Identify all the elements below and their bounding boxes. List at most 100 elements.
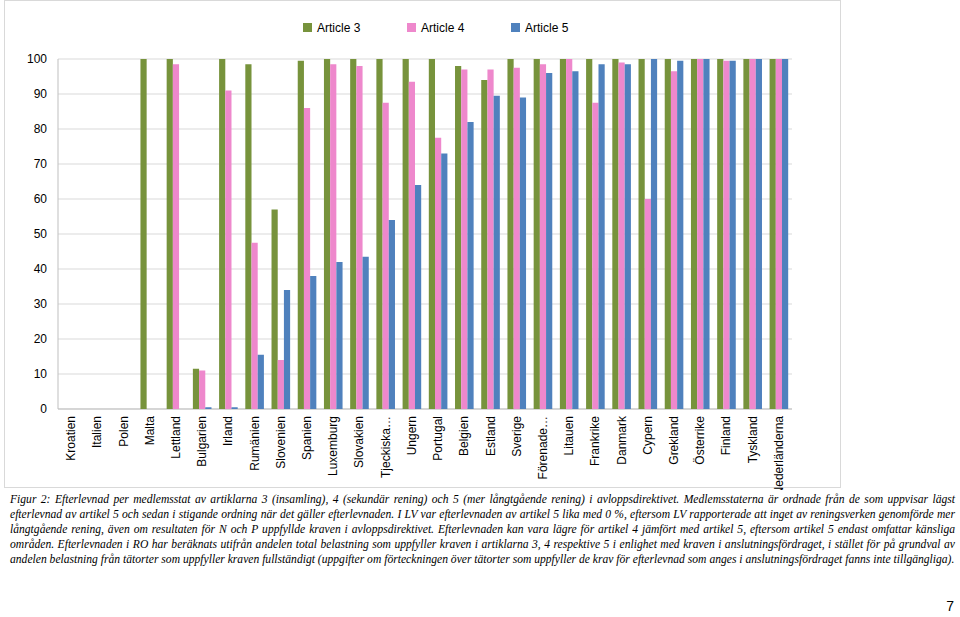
bar [376, 59, 382, 409]
x-tick-label: Österrike [693, 416, 707, 465]
x-tick-label: Förenade… [536, 416, 550, 479]
bar [245, 64, 251, 409]
bar [572, 71, 578, 409]
legend-label: Article 5 [525, 21, 569, 35]
bar [363, 257, 369, 409]
bar [167, 59, 173, 409]
legend-swatch [303, 23, 312, 32]
bar [94, 409, 100, 410]
bar [677, 61, 683, 409]
bar [153, 409, 159, 410]
x-tick-label: Italien [90, 416, 104, 448]
bar [336, 262, 342, 409]
x-tick-label: Belgien [457, 416, 471, 456]
bar [310, 276, 316, 409]
y-tick-label: 50 [34, 227, 48, 241]
x-tick-label: Slovakien [352, 416, 366, 468]
bar [481, 80, 487, 409]
y-tick-label: 10 [34, 367, 48, 381]
page-number: 7 [946, 598, 954, 614]
y-tick-label: 80 [34, 122, 48, 136]
bar [415, 185, 421, 409]
bar [540, 64, 546, 409]
chart: 0102030405060708090100KroatienItalienPol… [0, 0, 960, 490]
bar [205, 407, 211, 409]
bar [403, 59, 409, 409]
bar [743, 59, 749, 409]
bar [304, 108, 310, 409]
x-tick-label: Tyskland [746, 416, 760, 463]
x-tick-label: Polen [117, 416, 131, 447]
bar [467, 122, 473, 409]
bar [520, 98, 526, 410]
bar [730, 61, 736, 409]
bar [703, 59, 709, 409]
x-tick-label: Luxemburg [326, 416, 340, 476]
x-tick-label: Slovenien [274, 416, 288, 469]
bar [199, 371, 205, 410]
bar [231, 407, 237, 409]
bar [330, 64, 336, 409]
bar [219, 59, 225, 409]
bar [651, 59, 657, 409]
bar [770, 59, 776, 409]
bar [560, 59, 566, 409]
legend-label: Article 4 [421, 21, 465, 35]
bar [566, 59, 572, 409]
bar [514, 68, 520, 409]
x-tick-label: Grekland [667, 416, 681, 465]
bar [298, 61, 304, 409]
bar [723, 61, 729, 409]
bar [534, 59, 540, 409]
y-tick-label: 30 [34, 297, 48, 311]
bar [324, 59, 330, 409]
bar [507, 59, 513, 409]
bar [782, 59, 788, 409]
x-tick-label: Malta [143, 416, 157, 446]
bar [88, 409, 94, 410]
bar [389, 220, 395, 409]
x-tick-label: Bulgarien [195, 416, 209, 467]
bar [717, 59, 723, 409]
bar [691, 59, 697, 409]
legend-label: Article 3 [317, 21, 361, 35]
bar [225, 91, 231, 410]
bar [619, 63, 625, 410]
x-tick-label: Irland [221, 416, 235, 446]
x-tick-label: Frankrike [588, 416, 602, 466]
bar [258, 355, 264, 409]
bar [272, 210, 278, 410]
bars [140, 59, 788, 409]
x-tick-label: Finland [719, 416, 733, 455]
bar [193, 369, 199, 409]
y-tick-label: 90 [34, 87, 48, 101]
y-tick-label: 100 [27, 52, 47, 66]
bar [252, 243, 258, 409]
x-tick-label: Litauen [562, 416, 576, 455]
x-tick-label: Lettland [169, 416, 183, 459]
bar [487, 70, 493, 410]
bar [645, 199, 651, 409]
bar [639, 59, 645, 409]
bar [409, 82, 415, 409]
bar [625, 64, 631, 409]
bar [756, 59, 762, 409]
y-tick-label: 60 [34, 192, 48, 206]
x-tick-label: Sverige [510, 416, 524, 457]
x-tick-label: Cypern [641, 416, 655, 455]
y-tick-label: 20 [34, 332, 48, 346]
bar [114, 409, 120, 410]
x-tick-label: Danmark [615, 415, 629, 465]
x-tick-label: Spanien [300, 416, 314, 460]
x-tick-label: Ungern [405, 416, 419, 455]
y-axis [58, 59, 59, 409]
bar [68, 409, 74, 410]
bar [173, 64, 179, 409]
bar [612, 59, 618, 409]
bar [455, 66, 461, 409]
caption: Figur 2: Efterlevnad per medlemsstat av … [10, 492, 955, 567]
bar [140, 59, 146, 409]
bar [665, 59, 671, 409]
bar [429, 59, 435, 409]
x-tick-label: Portugal [431, 416, 445, 461]
